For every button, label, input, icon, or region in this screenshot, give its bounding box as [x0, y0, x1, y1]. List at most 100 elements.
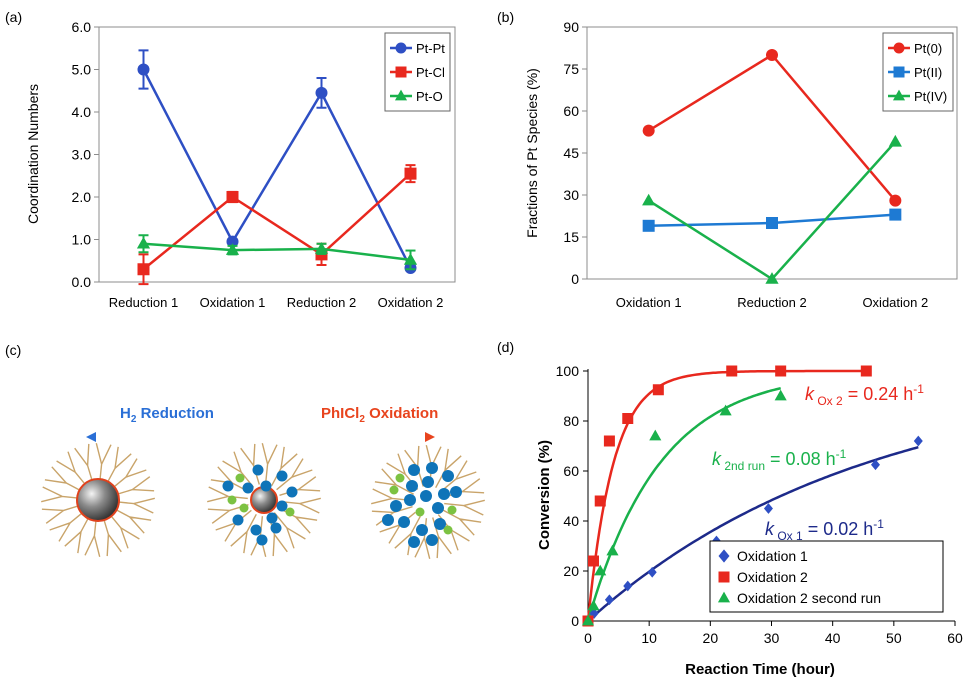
- panel-d-point-oxidation-2: [860, 365, 872, 377]
- panel-d-point-oxidation-2-second-run: [649, 429, 662, 441]
- pt-iv-species: [443, 525, 453, 535]
- panel-label-a: (a): [5, 9, 22, 25]
- pt-ii-species: [416, 524, 428, 536]
- panel-a-line-pt-cl: [142, 172, 412, 271]
- pt-ii-species: [404, 494, 416, 506]
- panel-d-rate-annotation: k 2nd run = 0.08 h-1: [712, 447, 847, 473]
- panel-d-point-oxidation-2-second-run: [594, 564, 607, 576]
- panel-b-point-pt-ii: [642, 219, 655, 232]
- panel-d-y-tick-label: 100: [556, 363, 580, 379]
- panel-d-point-oxidation-2-second-run: [587, 599, 600, 611]
- panel-d-y-tick-label: 60: [563, 463, 579, 479]
- panel-d-y-tick-label: 0: [571, 613, 579, 629]
- panel-d-point-oxidation-2-second-run: [606, 544, 619, 556]
- panel-d-x-tick-label: 20: [703, 630, 719, 646]
- pt-ii-species: [276, 500, 288, 512]
- panel-d-chart: Reaction Time (hour) Conversion (%) 0 20 4…: [536, 363, 963, 678]
- pt-ii-species: [432, 502, 444, 514]
- panel-a-point-pt-pt: [315, 86, 328, 99]
- panel-a-x-tick-label: Reduction 1: [109, 295, 178, 310]
- pt-ii-species: [438, 488, 450, 500]
- panel-d-point-oxidation-2: [652, 384, 664, 396]
- panel-d-x-tick-label: 0: [584, 630, 592, 646]
- pt-ii-species: [266, 512, 278, 524]
- panel-d-x-tick-label: 50: [886, 630, 902, 646]
- oxidation-label: PhICl2 Oxidation: [321, 405, 438, 425]
- panel-b-line-pt-iv: [647, 140, 897, 281]
- panel-a-x-tick-label: Reduction 2: [287, 295, 356, 310]
- panel-a-x-tick-label: Oxidation 2: [378, 295, 444, 310]
- panel-b-legend: Pt(0) Pt(II) Pt(IV): [882, 32, 954, 112]
- panel-d-rate-annotation: k Ox 1 = 0.02 h-1: [765, 517, 884, 543]
- panel-b-legend-marker: [893, 66, 905, 78]
- panel-a-y-tick-label: 1.0: [72, 232, 92, 248]
- dendrimer-states: [41, 443, 485, 559]
- panel-d-fit-oxidation-1: [587, 445, 919, 622]
- pt-iv-species: [235, 473, 245, 483]
- panel-d-data-points: [581, 365, 923, 627]
- panel-d-legend-label: Oxidation 2 second run: [737, 590, 881, 606]
- pt-ii-species: [222, 480, 234, 492]
- panel-d-legend-label: Oxidation 1: [737, 548, 808, 564]
- panel-d-point-oxidation-2: [622, 413, 634, 424]
- dendrimer-branches: [207, 443, 321, 557]
- panel-d-rate-annotations: k Ox 2 = 0.24 h-1 k 2nd run = 0.08 h-1 k O…: [712, 382, 924, 543]
- panel-d-legend: Oxidation 1 Oxidation 2 Oxidation 2 second…: [709, 540, 944, 613]
- dendrimer-oxidized: [371, 445, 485, 559]
- panel-d-fit-oxidation-2-second-run: [586, 386, 782, 622]
- pt-ii-species: [250, 524, 262, 536]
- pt-ii-species: [422, 476, 434, 488]
- panel-a-y-tick-label: 6.0: [72, 19, 92, 35]
- panel-a-point-pt-pt: [226, 235, 239, 248]
- dendrimer-partially-oxidized: [207, 443, 321, 557]
- panel-b-line-pt-0: [648, 53, 897, 202]
- pt-ii-species: [450, 486, 462, 498]
- panel-b-legend-label: Pt(0): [914, 41, 942, 56]
- panel-a-legend-marker: [395, 42, 407, 54]
- panel-b-point-pt-0: [642, 124, 655, 137]
- pt-ii-species: [242, 482, 254, 494]
- panel-a-point-pt-o: [314, 241, 329, 254]
- panel-b-y-tick-label: 0: [571, 271, 579, 287]
- pt-ii-species: [260, 480, 272, 492]
- panel-b-y-tick-label: 30: [563, 187, 579, 203]
- panel-a-y-axis-label: Coordination Numbers: [25, 84, 41, 224]
- reduction-label: H2 Reduction: [120, 405, 214, 425]
- pt-ii-species: [252, 464, 264, 476]
- panel-a-legend-label: Pt-Cl: [416, 65, 445, 80]
- dendrimer-reduced: [41, 443, 155, 557]
- panel-a-chart: Coordination Numbers 0.0 1.0 2.0 3.0 4.0 5.0 6…: [25, 19, 456, 310]
- panel-b-legend-marker: [893, 42, 905, 54]
- panel-d-legend-box: [709, 540, 944, 613]
- panel-a-line-pt-pt: [142, 68, 412, 269]
- panel-b-legend-label: Pt(II): [914, 65, 942, 80]
- panel-d-point-oxidation-1: [604, 594, 614, 606]
- panel-label-b: (b): [497, 9, 514, 25]
- panel-b-y-tick-label: 60: [563, 103, 579, 119]
- panel-c-diagram: H2 Reduction PhICl2 Oxidation: [41, 405, 485, 559]
- panel-d-point-oxidation-1: [623, 580, 633, 592]
- pt-ii-species: [406, 480, 418, 492]
- panel-a-y-tick-label: 4.0: [72, 104, 92, 120]
- pt-ii-species: [434, 518, 446, 530]
- panel-b-chart: Fractions of Pt Species (%) 0 15 30 45 60 75 9…: [524, 19, 958, 310]
- panel-b-y-tick-label: 90: [563, 19, 579, 35]
- panel-a-legend-label: Pt-O: [416, 89, 443, 104]
- panel-d-legend-marker: [718, 549, 730, 563]
- pt-ii-species: [232, 514, 244, 526]
- panel-d-point-oxidation-2-second-run: [774, 389, 787, 401]
- pt-iv-species: [227, 495, 237, 505]
- panel-d-x-tick-label: 10: [641, 630, 657, 646]
- panel-b-point-pt-iv: [765, 272, 779, 284]
- panel-a-y-tick-label: 0.0: [72, 274, 92, 290]
- panel-d-point-oxidation-2-second-run: [719, 404, 732, 416]
- panel-b-x-tick-label: Oxidation 1: [616, 295, 682, 310]
- panel-a-x-tick-label: Oxidation 1: [200, 295, 266, 310]
- panel-a-legend: Pt-Pt Pt-Cl Pt-O: [384, 32, 451, 112]
- panel-a-legend-label: Pt-Pt: [416, 41, 445, 56]
- pt-iv-species: [239, 503, 249, 513]
- panel-b-x-tick-label: Oxidation 2: [862, 295, 928, 310]
- panel-a-point-pt-pt: [137, 63, 150, 76]
- panel-d-point-oxidation-2-second-run: [581, 614, 595, 626]
